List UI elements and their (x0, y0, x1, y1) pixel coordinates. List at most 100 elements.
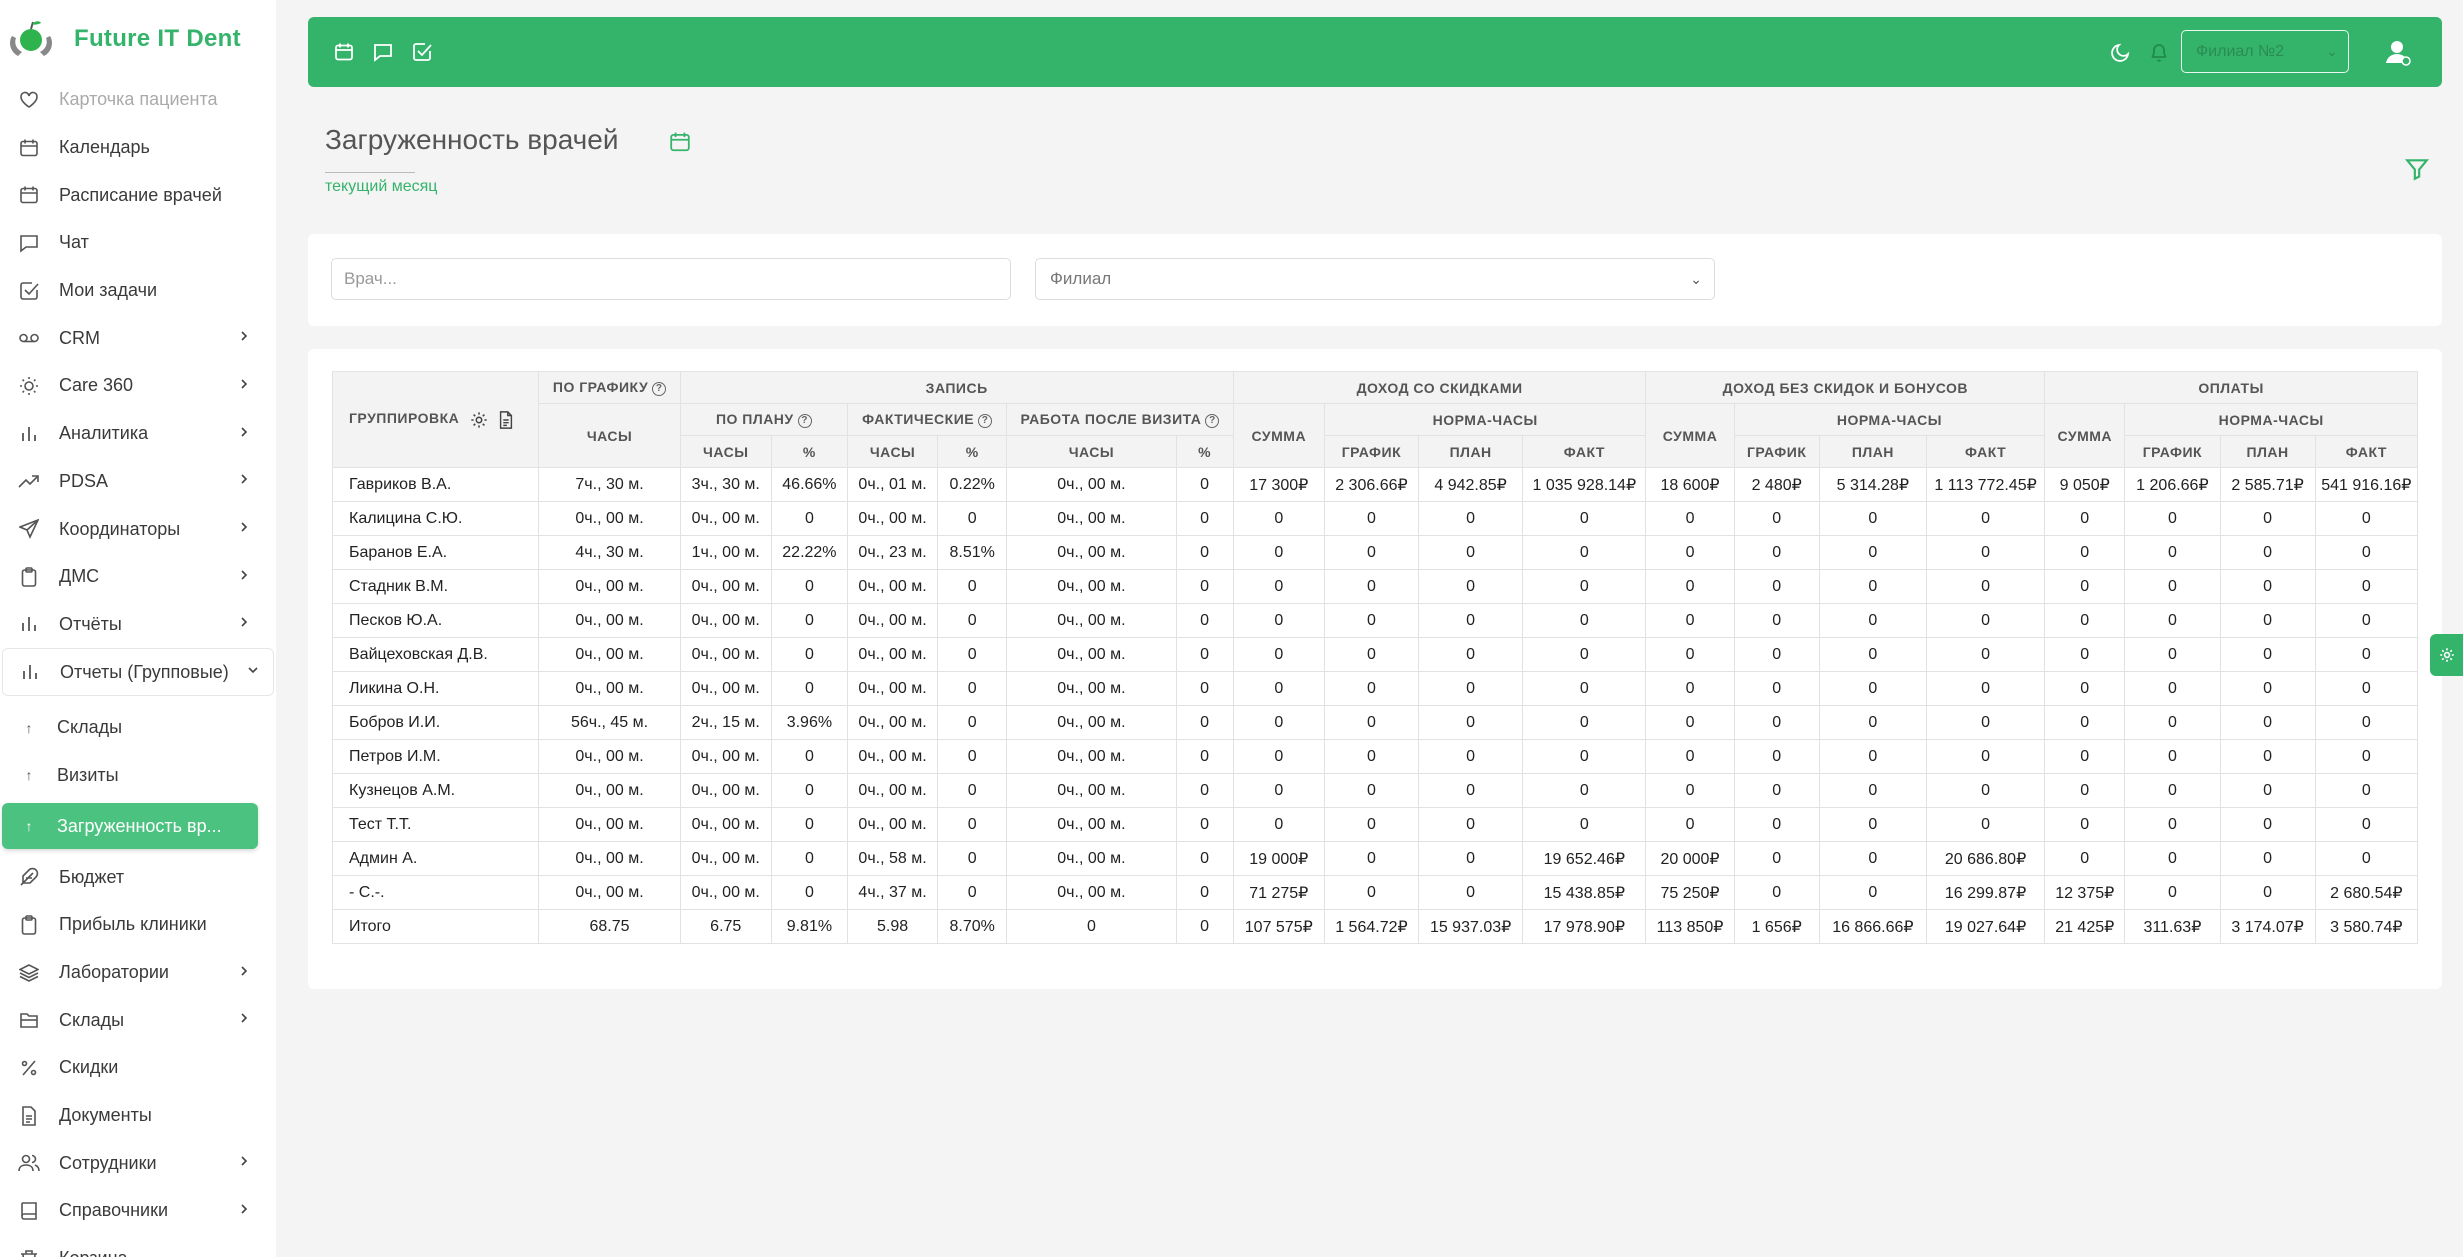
table-cell: 3 580.74₽ (2314, 909, 2419, 944)
sidebar-item-label: Бюджет (59, 866, 125, 887)
payments-sum-header: СУММА (2044, 403, 2126, 468)
gear-icon[interactable] (470, 411, 488, 429)
tasks-icon[interactable] (410, 40, 434, 64)
sidebar-item-0[interactable]: Карточка пациента (0, 76, 276, 124)
sidebar-item-2[interactable]: Расписание врачей (0, 171, 276, 219)
table-cell: 12 375₽ (2044, 875, 2126, 910)
sidebar-item-label: Расписание врачей (59, 184, 222, 205)
sidebar-item-7[interactable]: Аналитика (0, 410, 276, 458)
table-cell: 0ч., 00 м. (1006, 671, 1177, 706)
sidebar-item-1[interactable]: Календарь (0, 124, 276, 172)
table-cell: 0 (1818, 875, 1927, 910)
table-cell: 0 (1818, 807, 1927, 842)
table-cell: 0 (1175, 841, 1234, 876)
sidebar-item-21[interactable]: Документы (0, 1092, 276, 1140)
table-cell: 0 (937, 637, 1008, 672)
sidebar-item-11[interactable]: Отчёты (0, 601, 276, 649)
calendar-icon[interactable] (332, 40, 356, 64)
table-cell: 107 575₽ (1232, 909, 1325, 944)
export-document-icon[interactable] (498, 410, 516, 429)
income-no-discount-norm-header: НОРМА-ЧАСЫ (1733, 403, 2046, 436)
table-cell: 0 (1323, 705, 1420, 740)
table-cell: 0ч., 00 м. (679, 773, 772, 808)
sidebar-item-22[interactable]: Сотрудники (0, 1139, 276, 1187)
doctor-search-input[interactable] (331, 258, 1011, 300)
sidebar-item-6[interactable]: Care 360 (0, 362, 276, 410)
table-cell: 0 (2219, 773, 2316, 808)
notifications-bell-icon[interactable] (2147, 40, 2171, 64)
help-icon[interactable]: ? (978, 413, 993, 428)
table-cell: 0 (1925, 535, 2046, 570)
sidebar-item-8[interactable]: PDSA (0, 458, 276, 506)
table-cell: 0 (2314, 671, 2419, 706)
sidebar-item-5[interactable]: CRM (0, 314, 276, 362)
sidebar-item-23[interactable]: Справочники (0, 1187, 276, 1235)
table-cell: 0ч., 00 м. (846, 705, 939, 740)
table-cell: 0 (1925, 807, 2046, 842)
sidebar-item-label: ДМС (59, 566, 100, 587)
doctor-name-cell: Стадник В.М. (331, 569, 540, 604)
doctor-name-cell: Калицина С.Ю. (331, 501, 540, 536)
sidebar-item-20[interactable]: Скидки (0, 1044, 276, 1092)
filter-icon[interactable] (2404, 156, 2430, 182)
sidebar-item-18[interactable]: Лаборатории (0, 949, 276, 997)
table-cell: 9.81% (770, 909, 848, 944)
chevron-down-icon: ⌄ (1690, 270, 1702, 287)
sidebar-item-19[interactable]: Склады (0, 996, 276, 1044)
table-cell: 0 (937, 773, 1008, 808)
help-icon[interactable]: ? (1205, 413, 1220, 428)
sidebar-item-12[interactable]: Отчеты (Групповые) (2, 648, 274, 696)
table-cell: 0 (2219, 841, 2316, 876)
table-cell: 0 (2124, 501, 2221, 536)
table-cell: 0 (1522, 501, 1647, 536)
sidebar-item-16[interactable]: Бюджет (0, 853, 276, 901)
trash-icon (18, 1248, 40, 1257)
table-cell: 0ч., 00 м. (679, 637, 772, 672)
table-cell: 2ч., 15 м. (679, 705, 772, 740)
heart-icon (18, 89, 40, 111)
dark-mode-moon-icon[interactable] (2109, 40, 2133, 64)
table-cell: 0 (1818, 705, 1927, 740)
chat-icon[interactable] (371, 40, 395, 64)
table-cell: 75 250₽ (1645, 875, 1735, 910)
branch-select[interactable]: Филиал №2 ⌄ (2181, 30, 2349, 73)
sidebar-item-14[interactable]: ↑ Визиты (0, 752, 276, 800)
help-icon[interactable]: ? (797, 413, 812, 428)
sidebar-item-4[interactable]: Мои задачи (0, 267, 276, 315)
sidebar-item-label: Лаборатории (59, 962, 169, 983)
branch-filter-select[interactable]: Филиал ⌄ (1035, 258, 1715, 300)
table-cell: 0 (1418, 807, 1524, 842)
settings-gear-tab[interactable] (2430, 634, 2463, 676)
sidebar-item-15[interactable]: ↑ Загруженность вр... (2, 803, 258, 850)
table-cell: 0 (1818, 841, 1927, 876)
sidebar-item-10[interactable]: ДМС (0, 553, 276, 601)
chevron-right-icon (238, 425, 250, 443)
period-link[interactable]: текущий месяц (325, 178, 438, 195)
table-cell: 0 (1522, 569, 1647, 604)
disc-fact-header: ФАКТ (1522, 435, 1647, 468)
sidebar-item-13[interactable]: ↑ Склады (0, 704, 276, 752)
sidebar-item-9[interactable]: Координаторы (0, 505, 276, 553)
calendar-icon[interactable] (669, 131, 691, 153)
sidebar-item-label: Care 360 (59, 375, 134, 396)
sidebar-item-17[interactable]: Прибыль клиники (0, 901, 276, 949)
table-cell: 0 (1323, 671, 1420, 706)
table-cell: 0ч., 00 м. (538, 739, 681, 774)
table-cell: 0ч., 00 м. (846, 637, 939, 672)
user-avatar-icon[interactable] (2383, 37, 2413, 67)
table-cell: 0ч., 00 м. (538, 671, 681, 706)
table-cell: 0 (2314, 841, 2419, 876)
appointment-header: ЗАПИСЬ (679, 371, 1234, 404)
sidebar-item-3[interactable]: Чат (0, 219, 276, 267)
table-cell: 0 (1733, 637, 1820, 672)
logo[interactable]: Future IT Dent (6, 14, 241, 64)
chevron-right-icon (238, 964, 250, 982)
help-icon[interactable]: ? (652, 381, 667, 396)
chevron-right-icon (238, 1202, 250, 1220)
table-cell: 1 035 928.14₽ (1522, 467, 1647, 502)
table-cell: 0 (770, 807, 848, 842)
table-cell: 0 (1323, 501, 1420, 536)
sidebar-item-24[interactable]: Корзина (0, 1235, 276, 1257)
table-cell: 0 (2124, 637, 2221, 672)
actual-hours-header: ЧАСЫ (846, 435, 939, 468)
